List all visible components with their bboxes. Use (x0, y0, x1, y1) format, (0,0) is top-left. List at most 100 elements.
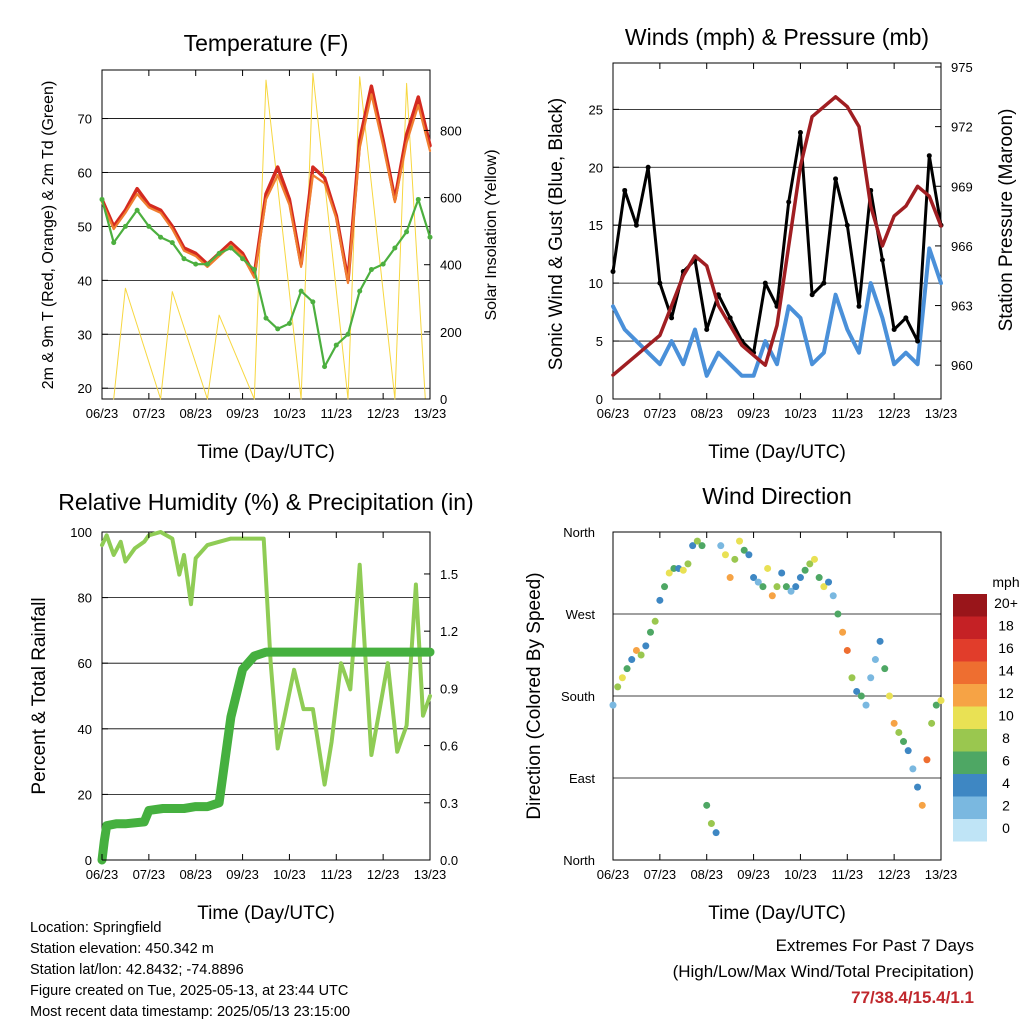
wind-direction-ticks: 06/23 07/23 08/23 09/23 10/23 11/23 12/23 13/23… (561, 525, 957, 882)
temperature-title: Temperature (F) (184, 30, 349, 56)
data-point (111, 240, 117, 246)
x-tick-label: 10/23 (273, 867, 306, 882)
data-point (809, 292, 815, 298)
data-point (263, 315, 269, 321)
recent-text: Most recent data timestamp: 2025/05/13 2… (30, 1004, 351, 1020)
data-point (146, 223, 152, 229)
data-point (915, 338, 921, 344)
y-right-tick-label: 1.5 (440, 567, 458, 582)
legend-swatch (953, 774, 987, 797)
temperature-series (99, 72, 433, 400)
y-right-tick-label: 200 (440, 325, 462, 340)
y-tick-label: North (563, 525, 595, 540)
y-tick-label: East (569, 771, 595, 786)
elevation-text: Station elevation: 450.342 m (30, 941, 214, 957)
x-tick-label: 11/23 (320, 406, 352, 421)
legend-swatch (953, 706, 987, 729)
direction-point (661, 583, 669, 591)
direction-point (928, 719, 936, 727)
y-tick-label: 100 (70, 525, 92, 540)
y-tick-label: 25 (589, 102, 603, 117)
data-point (122, 223, 128, 229)
direction-point (876, 637, 884, 645)
extremes-box: Extremes For Past 7 Days (High/Low/Max W… (673, 933, 974, 1011)
direction-point (895, 728, 903, 736)
direction-point (665, 569, 673, 577)
humidity-panel: Relative Humidity (%) & Precipitation (i… (29, 489, 474, 924)
direction-point (923, 756, 931, 764)
direction-point (801, 566, 809, 574)
legend-swatch (953, 796, 987, 819)
legend-label: 2 (1002, 798, 1010, 814)
series-line (97, 647, 435, 865)
y-tick-label: 10 (589, 276, 603, 291)
direction-point (773, 583, 781, 591)
y-tick-label: 30 (78, 327, 92, 342)
x-tick-label: 09/23 (737, 406, 770, 421)
y-tick-label: 0 (596, 392, 603, 407)
series-line (611, 95, 943, 377)
direction-point (843, 646, 851, 654)
data-point (158, 234, 164, 240)
x-tick-label: 06/23 (597, 867, 630, 882)
direction-point (642, 642, 650, 650)
y-right-tick-label: 0.6 (440, 739, 458, 754)
extremes-values: 77/38.4/15.4/1.1 (851, 988, 974, 1007)
humidity-ylabel: Percent & Total Rainfall (29, 597, 50, 794)
x-tick-label: 10/23 (273, 406, 306, 421)
winds-ylabel-right: Station Pressure (Maroon) (996, 109, 1017, 332)
y-tick-label: 20 (78, 787, 92, 802)
y-right-tick-label: 600 (440, 191, 462, 206)
wind-direction-points (609, 537, 945, 837)
legend-label: 18 (998, 618, 1014, 634)
direction-point (810, 555, 818, 563)
legend-label: 12 (998, 685, 1014, 701)
x-tick-label: 09/23 (226, 867, 259, 882)
series-line (100, 198, 432, 368)
y-right-tick-label: 969 (951, 179, 973, 194)
data-point (275, 326, 281, 332)
direction-point (651, 617, 659, 625)
data-point (833, 176, 839, 182)
y-right-tick-label: 0.0 (440, 853, 458, 868)
y-tick-label: 80 (78, 591, 92, 606)
x-tick-label: 07/23 (644, 867, 677, 882)
legend-swatch (953, 729, 987, 752)
legend-label: 4 (1002, 775, 1010, 791)
direction-point (787, 587, 795, 595)
humidity-ticks: 06/23 07/23 08/23 09/23 10/23 11/23 12/23 13/23… (70, 525, 458, 882)
legend-label: 8 (1002, 730, 1010, 746)
direction-point (754, 578, 762, 586)
data-point (169, 240, 175, 246)
x-tick-label: 12/23 (367, 406, 400, 421)
data-point (727, 315, 733, 321)
y-tick-label: 70 (78, 112, 92, 127)
winds-title: Winds (mph) & Pressure (mb) (625, 24, 929, 50)
direction-point (656, 596, 664, 604)
direction-point (937, 697, 945, 705)
direction-point (829, 592, 837, 600)
direction-point (637, 651, 645, 659)
direction-point (848, 674, 856, 682)
direction-point (796, 574, 804, 582)
data-point (844, 222, 850, 228)
x-tick-label: 08/23 (690, 406, 723, 421)
legend-swatch (953, 639, 987, 662)
data-point (251, 267, 257, 273)
x-tick-label: 06/23 (597, 406, 630, 421)
legend-swatch (953, 819, 987, 842)
direction-point (745, 551, 753, 559)
legend-label: 0 (1002, 820, 1010, 836)
wind-direction-panel: Wind Direction 06/23 07/23 08/23 09/23 10/23… (524, 483, 1020, 924)
direction-point (736, 537, 744, 545)
direction-point (726, 574, 734, 582)
x-tick-label: 12/23 (367, 867, 400, 882)
direction-point (698, 542, 706, 550)
direction-point (857, 692, 865, 700)
y-tick-label: 60 (78, 165, 92, 180)
x-tick-label: 06/23 (86, 406, 119, 421)
data-point (193, 261, 199, 267)
y-right-tick-label: 972 (951, 120, 973, 135)
y-tick-label: South (561, 689, 595, 704)
